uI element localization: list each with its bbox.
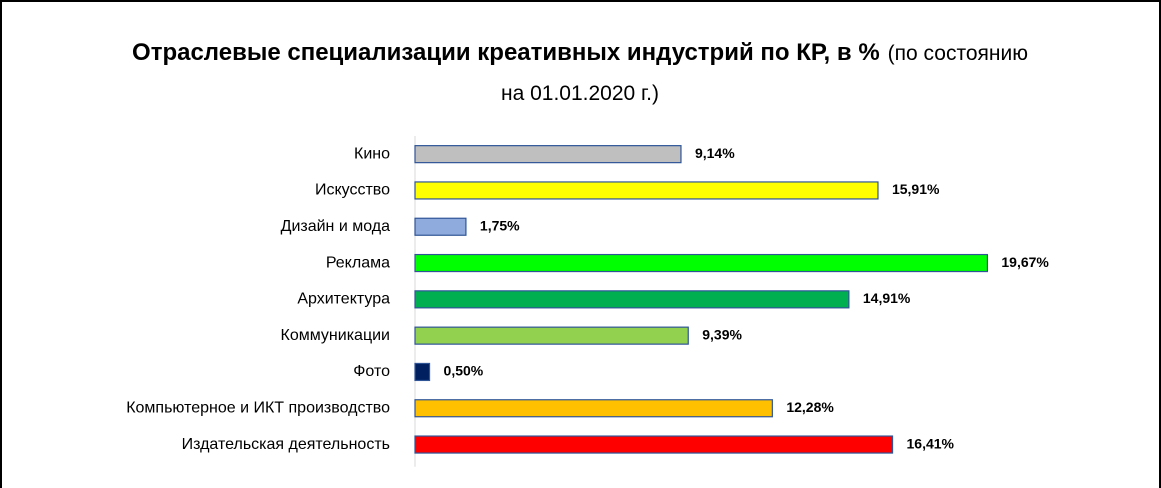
bar xyxy=(414,326,689,345)
bar xyxy=(414,290,850,309)
value-label: 9,39% xyxy=(702,326,742,342)
value-label: 0,50% xyxy=(444,363,484,379)
value-label: 16,41% xyxy=(907,435,955,451)
value-label: 19,67% xyxy=(1001,254,1049,270)
category-label: Кино xyxy=(354,145,390,162)
bar xyxy=(414,217,467,236)
title-block: Отраслевые специализации креативных инду… xyxy=(130,34,1030,115)
value-label: 9,14% xyxy=(695,145,735,161)
category-label: Издательская деятельность xyxy=(182,436,390,453)
bar xyxy=(414,435,894,454)
category-label: Искусство xyxy=(315,182,390,199)
bar xyxy=(414,145,682,164)
chart-subtitle: (по состоянию на 01.01.2020 г.) xyxy=(501,42,1028,105)
value-label: 12,28% xyxy=(786,399,834,415)
value-label: 1,75% xyxy=(480,217,520,233)
value-label: 14,91% xyxy=(863,290,911,306)
bar xyxy=(414,362,431,382)
category-label: Архитектура xyxy=(297,291,390,308)
category-label: Реклама xyxy=(326,254,390,271)
bar xyxy=(414,253,988,273)
bar xyxy=(414,399,773,418)
category-label: Дизайн и мода xyxy=(281,218,390,235)
category-label: Коммуникации xyxy=(281,327,390,344)
bar xyxy=(414,181,879,200)
category-label: Фото xyxy=(353,363,390,380)
chart-title: Отраслевые специализации креативных инду… xyxy=(132,39,880,66)
category-label: Компьютерное и ИКТ производство xyxy=(126,399,390,416)
value-label: 15,91% xyxy=(892,181,940,197)
